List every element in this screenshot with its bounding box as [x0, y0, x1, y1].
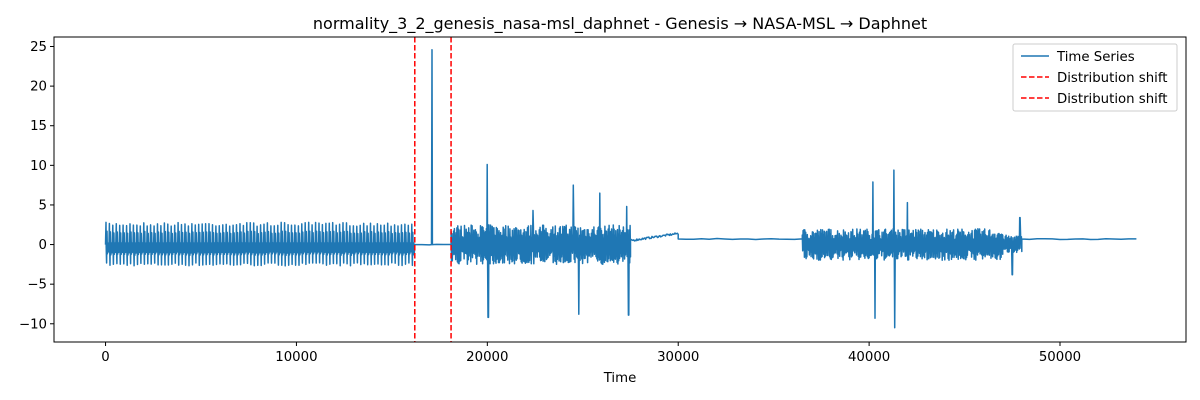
y-tick-label: 0 [39, 238, 47, 253]
x-tick-label: 0 [101, 350, 109, 365]
x-tick-label: 10000 [275, 350, 317, 365]
legend-label: Distribution shift [1057, 92, 1168, 107]
axes-frame [53, 36, 1187, 343]
x-axis-label: Time [603, 371, 637, 386]
plot-area [104, 48, 1137, 329]
time-series-line [104, 48, 1137, 329]
y-axis-ticks: −10 −5 0 5 10 15 20 25 [19, 40, 54, 332]
legend-box [1012, 43, 1178, 112]
legend-label: Time Series [1056, 50, 1135, 65]
x-tick-label: 30000 [657, 350, 699, 365]
distribution-shift-lines [414, 37, 452, 342]
legend: Time Series Distribution shift Distributio… [1012, 43, 1178, 112]
x-tick-label: 20000 [466, 350, 508, 365]
y-tick-label: 25 [30, 40, 47, 55]
y-tick-label: 20 [30, 80, 47, 95]
chart-title: normality_3_2_genesis_nasa-msl_daphnet -… [313, 14, 927, 34]
y-tick-label: 10 [30, 159, 47, 174]
x-tick-label: 40000 [848, 350, 890, 365]
y-tick-label: −5 [27, 278, 47, 293]
legend-label: Distribution shift [1057, 71, 1168, 86]
x-axis-ticks: 0 10000 20000 30000 40000 50000 [101, 342, 1081, 365]
y-tick-label: −10 [19, 317, 47, 332]
x-tick-label: 50000 [1039, 350, 1081, 365]
y-tick-label: 5 [39, 198, 47, 213]
y-tick-label: 15 [30, 119, 47, 134]
